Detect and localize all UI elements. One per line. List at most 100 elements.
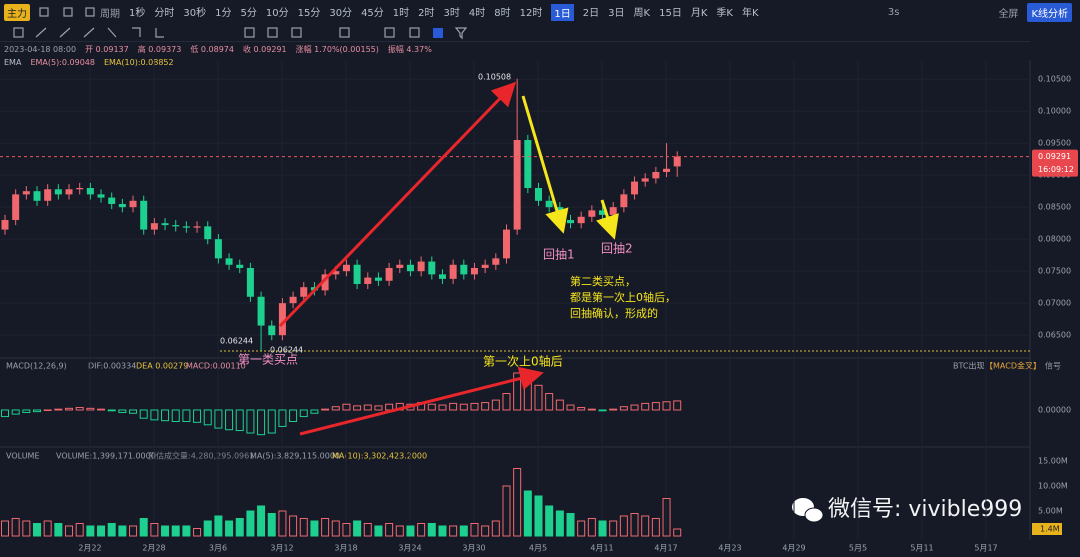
macd-arrow [299,366,544,436]
candle-body [86,187,94,195]
candle-body [268,325,276,336]
candle-body [545,200,553,208]
period[interactable]: 15日 [659,7,682,19]
period[interactable]: 1时 [392,7,410,19]
volume-bar [22,520,31,537]
macd-dea: DEA:0.00279 [136,362,188,371]
volume-bar [139,518,148,537]
volume-bar [374,525,383,537]
y-tick-label: 0.06500 [1038,331,1071,340]
volume-bar [150,523,159,537]
x-tick-label: 5月5 [849,544,867,553]
volume-bar [1,520,9,537]
x-tick-label: 4月17 [654,544,677,553]
macd-bar [427,403,436,411]
volume-bar [182,525,191,537]
volume-bar [97,525,106,537]
period[interactable]: 15分 [297,7,321,19]
period[interactable]: 年K [741,7,759,19]
period[interactable]: 1分 [215,7,232,19]
annotation: 回抽确认，形成的 [570,306,658,320]
candle-body [449,264,457,279]
volume-bar [353,520,362,537]
info-item: 振幅 4.37% [387,44,432,54]
info-item: 低 0.08974 [190,44,234,54]
indicator-tag[interactable]: 主力 [4,3,30,21]
period[interactable]: 8时 [494,7,511,19]
period[interactable]: 1日 [551,3,574,21]
x-tick-label: 5月11 [910,544,933,553]
macd-bar [33,409,42,413]
volume-legend: VOLUME VOLUME:1,399,171.0000 预估成交量:4,280… [6,451,427,461]
annotations: 0.10508 0.06244 0.06244 第一类买点 回抽1 回抽2 第二… [220,73,1030,436]
volume-tag: 1.4M [1040,525,1060,534]
x-tick-label: 3月18 [334,544,357,553]
candle-body [257,296,265,326]
volume-bar [385,523,394,537]
ema-name[interactable]: EMA [4,57,22,67]
candle-body [641,178,649,182]
volume-tick-label: 5.00M [1038,507,1063,516]
volume-bar [555,510,564,537]
period[interactable]: 月K [690,7,708,19]
period[interactable]: 3日 [608,7,625,19]
candle-body [567,219,575,224]
macd-bar [54,408,63,411]
volume-name[interactable]: VOLUME [6,452,40,461]
candle-body [492,258,500,265]
candle-body [513,139,521,230]
analysis-button[interactable]: K线分析 [1027,2,1072,22]
volume-bar [235,518,244,537]
price-tag-bg [1032,149,1078,177]
period[interactable]: 30分 [329,7,353,19]
period[interactable]: 12时 [519,7,543,19]
macd-bar [513,372,522,411]
candle-body [161,223,169,226]
period[interactable]: 分时 [154,7,175,19]
cycle-label[interactable]: 周期 [100,8,120,20]
macd-bar [225,409,234,431]
period[interactable]: 周K [633,7,651,19]
period[interactable]: 30秒 [183,7,207,19]
macd-bar [577,407,586,411]
countdown: 16:09:12 [1038,165,1074,174]
period[interactable]: 季K [716,7,733,19]
macd-bar [107,409,116,412]
macd-name[interactable]: MACD(12,26,9) [6,362,67,371]
macd-bar [491,399,500,411]
volume-bar [363,523,372,537]
x-tick-label: 2月22 [78,544,101,553]
volume-bar [289,515,298,537]
period[interactable]: 2时 [418,7,435,19]
x-tick-label: 2月28 [142,544,165,553]
macd-bar [150,409,159,421]
macd-bar [363,404,372,411]
volume-bar [118,525,127,537]
period[interactable]: 2日 [582,7,600,19]
period[interactable]: 3时 [443,7,460,19]
period[interactable]: 10分 [265,7,289,19]
low-label: 0.06244 [220,337,253,346]
period[interactable]: 5分 [240,7,257,19]
macd-bar [374,405,383,411]
y-tick-label: 0.08000 [1038,235,1071,244]
macd-bar [481,402,490,411]
volume-bar [65,525,74,537]
x-tick-label: 3月24 [398,544,421,553]
candle-body [385,267,393,281]
period[interactable]: 4时 [468,7,486,19]
x-tick-label: 5月17 [974,544,997,553]
annotation: 都是第一次上0轴后， [570,290,676,304]
annotation: 第一次上0轴后 [483,354,563,369]
refresh[interactable]: 3s [887,6,900,18]
candle-body [236,264,244,268]
volume-bar [630,513,639,537]
macd-bar [342,403,351,411]
candle-body [342,264,350,272]
fullscreen[interactable]: 全屏 [998,8,1019,20]
watermark: 微信号: vivible999 [792,497,1022,523]
macd-bar [630,404,639,411]
period[interactable]: 1秒 [129,7,146,19]
candle-body [97,194,105,198]
period[interactable]: 45分 [361,7,384,19]
